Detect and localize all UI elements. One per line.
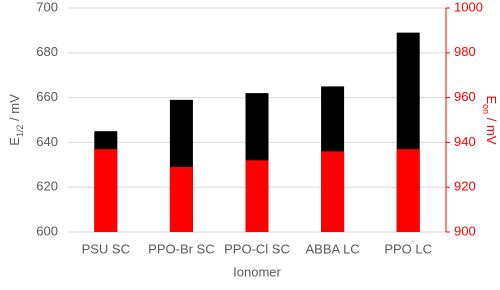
label-part: / mV <box>7 94 22 125</box>
y-tick-label: 640 <box>36 134 58 149</box>
bar <box>94 149 118 232</box>
y2-tick-label: 960 <box>454 89 476 104</box>
x-tick-label: PPO-Cl SC <box>224 241 290 256</box>
y2-tick-label: 920 <box>454 179 476 194</box>
y2-tick-label: 1000 <box>454 0 483 14</box>
y-tick-label: 700 <box>36 0 58 14</box>
ylabel-axis-label: E1/2 / mV <box>7 94 25 146</box>
subscript: on <box>481 104 491 114</box>
y2-tick-label: 900 <box>454 223 476 238</box>
label-part: E <box>484 95 499 104</box>
bar <box>321 151 345 232</box>
bar <box>169 167 193 232</box>
y2-tick-label: 940 <box>454 134 476 149</box>
x-axis-label: Ionomer <box>233 264 281 279</box>
y2label-axis-label: Eon / mV <box>481 95 499 144</box>
y-tick-label: 600 <box>36 223 58 238</box>
x-tick-label: ABBA LC <box>305 241 359 256</box>
y-tick-label: 680 <box>36 44 58 59</box>
subscript: 1/2 <box>15 125 25 138</box>
y-tick-label: 620 <box>36 179 58 194</box>
bar <box>245 160 269 232</box>
bar <box>396 149 420 232</box>
y-tick-label: 660 <box>36 89 58 104</box>
x-tick-label: PPO-Br SC <box>148 241 214 256</box>
y2-tick-label: 980 <box>454 44 476 59</box>
x-tick-label: PSU SC <box>82 241 130 256</box>
label-part: E <box>7 137 22 146</box>
x-tick-label: PPO LC <box>384 241 432 256</box>
label-part: / mV <box>484 114 499 145</box>
